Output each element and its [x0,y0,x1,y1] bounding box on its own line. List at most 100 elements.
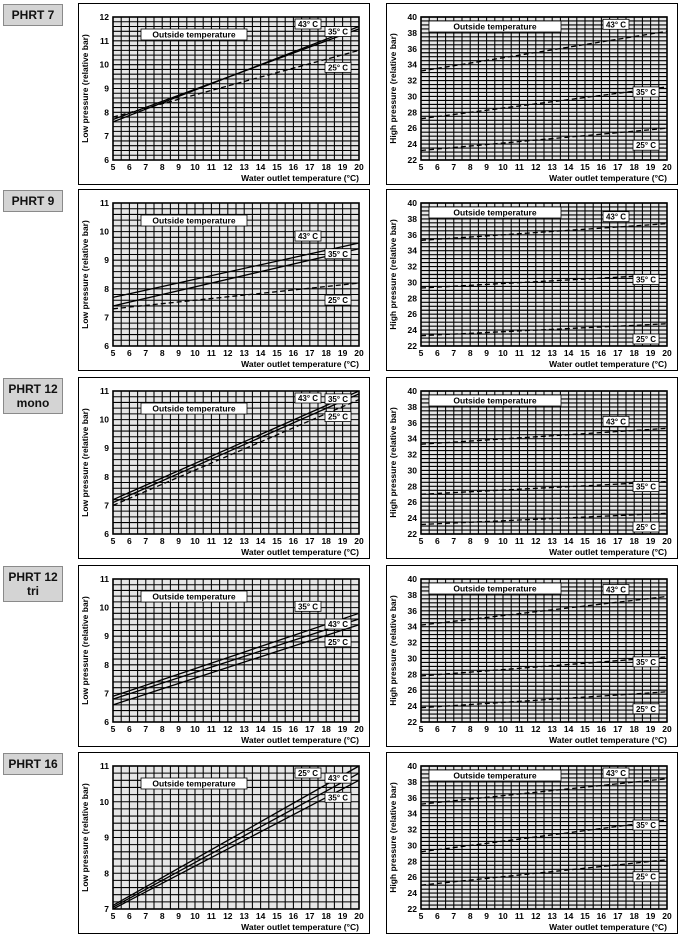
low-pressure-chart: 7 8 9 10 11 5 6 7 8 9 10 11 12 13 14 15 16 17 18 19 20 Water … [78,752,370,934]
x-tick-label: 8 [160,911,165,921]
x-axis-label: Water outlet temperature (°C) [549,922,667,932]
x-tick-label: 19 [338,348,348,358]
svg-text:25° C: 25° C [636,873,656,882]
model-label-line: PHRT 12 [8,382,58,396]
series-line [420,512,668,526]
x-tick-label: 13 [239,536,249,546]
y-tick-label: 24 [408,139,418,149]
svg-text:35° C: 35° C [636,276,656,285]
y-axis-label: Low pressure (relative bar) [80,596,90,705]
x-tick-label: 14 [564,348,574,358]
x-tick-label: 18 [321,348,331,358]
series-label: 35° C [632,274,660,285]
x-tick-label: 5 [111,724,116,734]
x-tick-label: 9 [484,911,489,921]
model-label: PHRT 16 [3,753,63,775]
x-tick-label: 15 [272,162,282,172]
y-tick-label: 7 [104,312,109,322]
y-tick-label: 36 [408,418,418,428]
y-tick-label: 10 [100,603,110,613]
y-tick-label: 10 [100,415,110,425]
x-tick-label: 14 [564,724,574,734]
x-tick-label: 13 [239,348,249,358]
legend-title: Outside temperature [428,582,562,595]
series-line [112,282,360,310]
svg-text:25° C: 25° C [328,638,348,647]
x-tick-label: 8 [468,911,473,921]
x-tick-label: 8 [160,536,165,546]
x-tick-label: 5 [419,536,424,546]
x-tick-label: 17 [613,911,623,921]
x-tick-label: 12 [223,536,233,546]
x-tick-label: 16 [289,536,299,546]
series-line [112,49,360,118]
x-tick-label: 6 [435,536,440,546]
y-tick-label: 36 [408,606,418,616]
series-label: 25° C [632,703,660,715]
y-tick-label: 40 [408,198,418,208]
x-tick-label: 19 [646,162,656,172]
low-pressure-chart: 6 7 8 9 10 11 5 6 7 8 9 10 11 12 13 14 15 16 17 18 19 20 Water… [78,565,370,747]
y-tick-label: 38 [408,777,418,787]
svg-text:43° C: 43° C [606,769,626,778]
x-tick-label: 14 [256,348,266,358]
y-tick-label: 36 [408,44,418,54]
x-tick-label: 7 [451,911,456,921]
high-pressure-plot: 22 24 26 28 30 32 34 36 38 40 5 6 7 8 9 10 11 12 13 14 15 16 1… [388,198,672,369]
x-tick-label: 19 [338,724,348,734]
legend-title: Outside temperature [428,206,562,219]
x-tick-label: 6 [127,724,132,734]
x-tick-label: 19 [646,724,656,734]
model-label-line: PHRT 7 [11,8,55,22]
series-line [112,248,360,307]
svg-text:35° C: 35° C [636,821,656,830]
high-pressure-chart: 22 24 26 28 30 32 34 36 38 40 5 6 7 8 9 10 11 12 13 14 15 16 1… [386,565,678,747]
svg-text:43° C: 43° C [298,394,318,403]
y-tick-label: 24 [408,888,418,898]
series-label: 25° C [632,333,660,345]
x-tick-label: 9 [484,536,489,546]
x-tick-label: 13 [547,162,557,172]
x-tick-label: 10 [190,162,200,172]
model-label: PHRT 12 mono [3,378,63,414]
x-axis-label: Water outlet temperature (°C) [549,547,667,557]
series-label: 35° C [324,791,352,803]
svg-text:25° C: 25° C [636,523,656,532]
y-tick-label: 38 [408,402,418,412]
x-tick-label: 9 [484,348,489,358]
y-tick-label: 24 [408,701,418,711]
model-label-line: PHRT 9 [11,194,55,208]
y-tick-label: 8 [104,472,109,482]
svg-text:35° C: 35° C [636,658,656,667]
x-tick-label: 6 [127,911,132,921]
svg-text:25° C: 25° C [636,141,656,150]
x-tick-label: 12 [531,536,541,546]
x-tick-label: 10 [498,724,508,734]
y-tick-label: 24 [408,513,418,523]
svg-text:35° C: 35° C [328,793,348,802]
x-tick-label: 18 [629,911,639,921]
series-label: 25° C [294,767,322,779]
x-tick-label: 18 [321,536,331,546]
series-label: 43° C [602,211,630,223]
series-label: 43° C [324,772,352,784]
series-line [112,772,360,908]
series-line [420,656,668,677]
x-tick-label: 12 [223,162,233,172]
x-tick-label: 14 [256,724,266,734]
legend-title: Outside temperature [140,28,248,41]
high-pressure-plot: 22 24 26 28 30 32 34 36 38 40 5 6 7 8 9 10 11 12 13 14 15 16 1… [388,574,672,745]
x-tick-label: 13 [239,162,249,172]
x-tick-label: 9 [176,911,181,921]
series-label: 35° C [324,393,352,405]
svg-text:43° C: 43° C [328,620,348,629]
y-tick-label: 40 [408,761,418,771]
y-tick-label: 11 [100,761,109,771]
series-line [112,393,360,504]
model-label-line: tri [27,584,39,598]
series-label: 43° C [602,18,630,30]
model-label: PHRT 7 [3,4,63,26]
x-tick-label: 14 [256,911,266,921]
svg-text:35° C: 35° C [328,395,348,404]
